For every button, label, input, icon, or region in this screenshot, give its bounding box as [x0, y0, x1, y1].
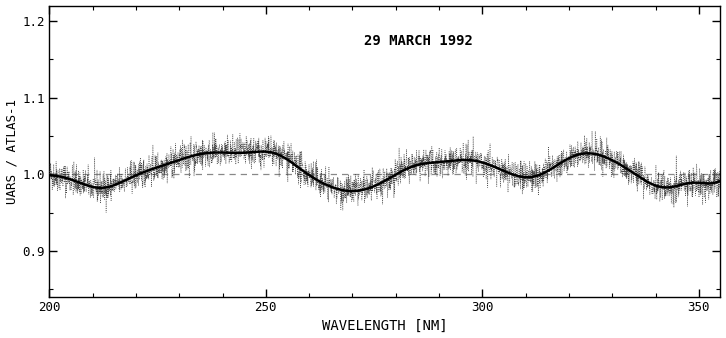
- X-axis label: WAVELENGTH [NM]: WAVELENGTH [NM]: [322, 318, 448, 333]
- Y-axis label: UARS / ATLAS-1: UARS / ATLAS-1: [6, 99, 19, 204]
- Text: 29 MARCH 1992: 29 MARCH 1992: [364, 33, 473, 48]
